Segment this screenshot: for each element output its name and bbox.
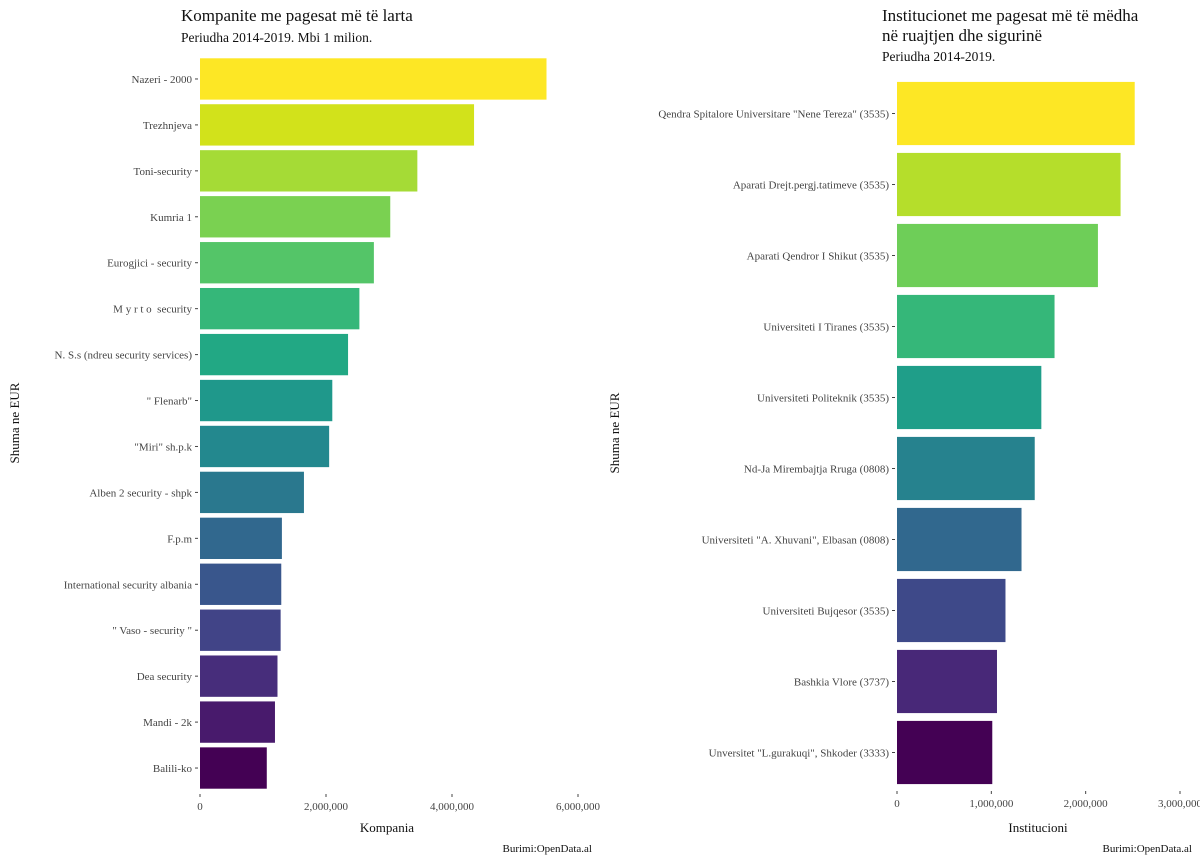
right-x-tick-label: 1,000,000 xyxy=(969,798,1014,810)
right-x-tick-label: 3,000,000 xyxy=(1158,798,1200,810)
left-x-tick-label: 0 xyxy=(197,801,203,813)
right-x-axis-title: Institucioni xyxy=(1008,820,1068,835)
left-chart-subtitle: Periudha 2014-2019. Mbi 1 milion. xyxy=(181,30,372,45)
right-category-label: Nd-Ja Mirembajtja Rruga (0808) xyxy=(744,464,889,476)
right-bar xyxy=(897,294,1055,359)
left-bar xyxy=(200,242,374,284)
left-category-label: N. S.s (ndreu security services) xyxy=(55,350,193,362)
right-category-label: Universiteti Bujqesor (3535) xyxy=(763,606,890,618)
right-category-label: Universiteti I Tiranes (3535) xyxy=(763,322,889,334)
chart-right: Institucionet me pagesat më të mëdha në … xyxy=(607,6,1200,855)
right-bar xyxy=(897,720,993,785)
left-bar xyxy=(200,517,282,560)
left-category-label: F.p.m xyxy=(167,533,192,545)
left-y-axis-title: Shuma ne EUR xyxy=(7,382,22,463)
left-bar xyxy=(200,104,475,146)
left-bar xyxy=(200,471,304,514)
right-bars xyxy=(897,81,1135,785)
left-x-ticks: 0 2,000,000 4,000,000 6,000,000 xyxy=(197,794,601,813)
right-x-tick-label: 0 xyxy=(894,798,900,810)
left-bar xyxy=(200,747,267,789)
right-bar xyxy=(897,365,1042,430)
right-x-tick-label: 2,000,000 xyxy=(1064,798,1109,810)
left-bar xyxy=(200,287,360,330)
left-bar xyxy=(200,425,330,468)
left-x-tick-label: 2,000,000 xyxy=(304,801,349,813)
left-bars xyxy=(200,58,547,789)
left-bar xyxy=(200,609,281,651)
right-bar xyxy=(897,152,1121,217)
right-chart-title-line2: në ruajtjen dhe sigurinë xyxy=(882,26,1042,45)
left-caption: Burimi:OpenData.al xyxy=(502,843,592,855)
right-caption: Burimi:OpenData.al xyxy=(1102,843,1192,855)
left-category-labels: Nazeri - 2000 Trezhnjeva Toni-security Kumr… xyxy=(55,74,198,775)
left-category-label: " Flenarb" xyxy=(147,396,192,408)
left-category-label: Dea security xyxy=(137,671,193,683)
left-category-label: Mandi - 2k xyxy=(143,717,192,729)
left-x-tick-label: 4,000,000 xyxy=(430,801,475,813)
left-bar xyxy=(200,655,278,697)
right-category-label: Bashkia Vlore (3737) xyxy=(794,677,889,689)
left-category-label: Alben 2 security - shpk xyxy=(89,487,192,499)
left-chart-title: Kompanite me pagesat më të larta xyxy=(181,6,413,25)
left-bar xyxy=(200,333,349,376)
left-bar xyxy=(200,150,418,192)
right-category-label: Universiteti "A. Xhuvani", Elbasan (0808… xyxy=(702,535,890,547)
left-x-tick-label: 6,000,000 xyxy=(556,801,601,813)
right-x-ticks: 0 1,000,000 2,000,000 3,000,000 xyxy=(894,791,1200,810)
right-category-label: Universiteti Politeknik (3535) xyxy=(757,393,889,405)
left-category-label: M y r t o security xyxy=(113,304,192,316)
left-category-label: Balili-ko xyxy=(153,763,193,775)
left-category-label: Toni-security xyxy=(134,166,193,178)
left-category-label: "Miri" sh.p.k xyxy=(134,441,192,453)
left-bar xyxy=(200,58,547,100)
chart-left: Kompanite me pagesat më të larta Periudh… xyxy=(7,6,601,855)
left-bar xyxy=(200,196,391,238)
left-bar xyxy=(200,563,282,605)
right-chart-title: Institucionet me pagesat më të mëdha xyxy=(882,6,1139,25)
left-category-label: " Vaso - security " xyxy=(112,625,192,637)
left-category-label: Trezhnjeva xyxy=(143,120,192,132)
right-bar xyxy=(897,649,997,714)
right-bar xyxy=(897,81,1135,146)
right-bar xyxy=(897,507,1022,572)
right-category-label: Qendra Spitalore Universitare "Nene Tere… xyxy=(658,109,889,121)
right-bar xyxy=(897,436,1035,501)
left-category-label: Kumria 1 xyxy=(150,212,192,224)
right-category-label: Aparati Qendror I Shikut (3535) xyxy=(747,251,890,263)
left-category-label: Eurogjici - security xyxy=(107,258,192,270)
left-bar xyxy=(200,379,333,422)
right-bar xyxy=(897,578,1006,643)
left-x-axis-title: Kompania xyxy=(360,820,414,835)
right-bar xyxy=(897,223,1098,288)
right-chart-subtitle: Periudha 2014-2019. xyxy=(882,49,995,64)
right-category-labels: Qendra Spitalore Universitare "Nene Tere… xyxy=(658,109,895,760)
right-y-axis-title: Shuma ne EUR xyxy=(607,392,622,473)
left-category-label: International security albania xyxy=(64,579,192,591)
right-category-label: Unversitet "L.gurakuqi", Shkoder (3333) xyxy=(709,748,890,760)
right-category-label: Aparati Drejt.pergj.tatimeve (3535) xyxy=(733,180,890,192)
left-category-label: Nazeri - 2000 xyxy=(132,74,193,86)
left-bar xyxy=(200,701,275,743)
